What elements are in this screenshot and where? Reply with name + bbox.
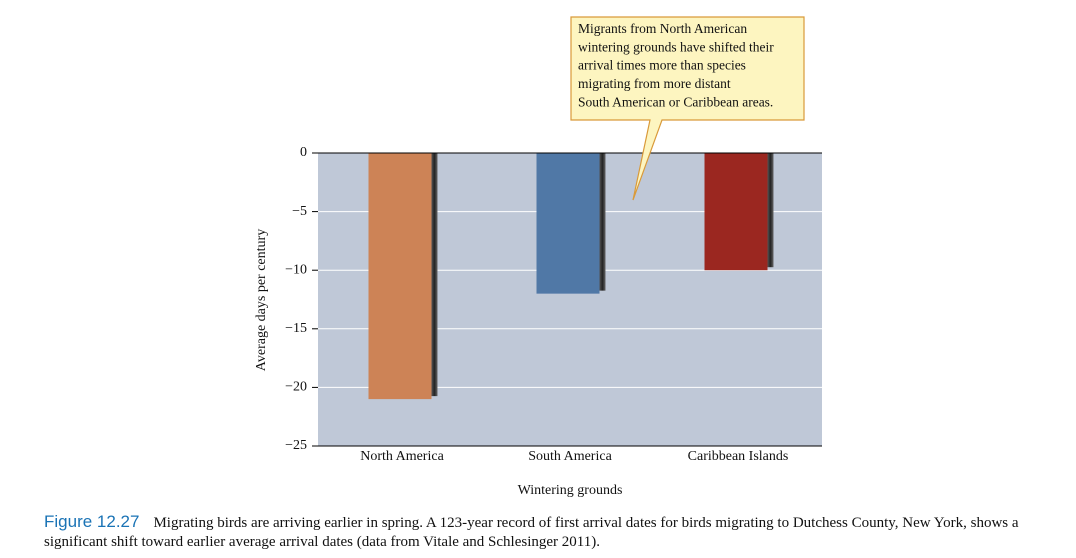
- callout-text: wintering grounds have shifted their: [578, 39, 774, 54]
- bar: [704, 153, 768, 271]
- y-tick-label: −20: [285, 380, 307, 395]
- x-tick-label: South America: [528, 449, 612, 464]
- caption: Figure 12.27 Migrating birds are arriving…: [44, 512, 1034, 552]
- callout: Migrants from North American wintering gr…: [570, 16, 805, 201]
- y-tick-label: −10: [285, 262, 307, 277]
- callout-text: migrating from more distant: [578, 76, 731, 91]
- callout-text: South American or Caribbean areas.: [578, 94, 773, 109]
- bar: [368, 153, 432, 400]
- callout-text: arrival times more than species: [578, 58, 746, 73]
- bar: [536, 153, 600, 294]
- x-tick-label: North America: [360, 449, 444, 464]
- caption-text: Migrating birds are arriving earlier in …: [44, 515, 1019, 550]
- chart: Average days per century Wintering groun…: [254, 16, 822, 498]
- bar-side: [431, 153, 438, 397]
- bar-side: [767, 153, 774, 268]
- y-tick-label: −25: [285, 438, 307, 453]
- caption-label: Figure 12.27: [44, 512, 140, 531]
- x-tick-label: Caribbean Islands: [688, 449, 789, 464]
- bar-side: [599, 153, 606, 291]
- y-tick-label: 0: [300, 145, 307, 160]
- y-axis-title: Average days per century: [254, 229, 269, 371]
- y-tick-label: −5: [292, 204, 307, 219]
- callout-box: [570, 16, 805, 201]
- callout-text: Migrants from North American: [578, 21, 747, 36]
- y-tick-label: −15: [285, 321, 307, 336]
- x-axis-title: Wintering grounds: [518, 483, 623, 498]
